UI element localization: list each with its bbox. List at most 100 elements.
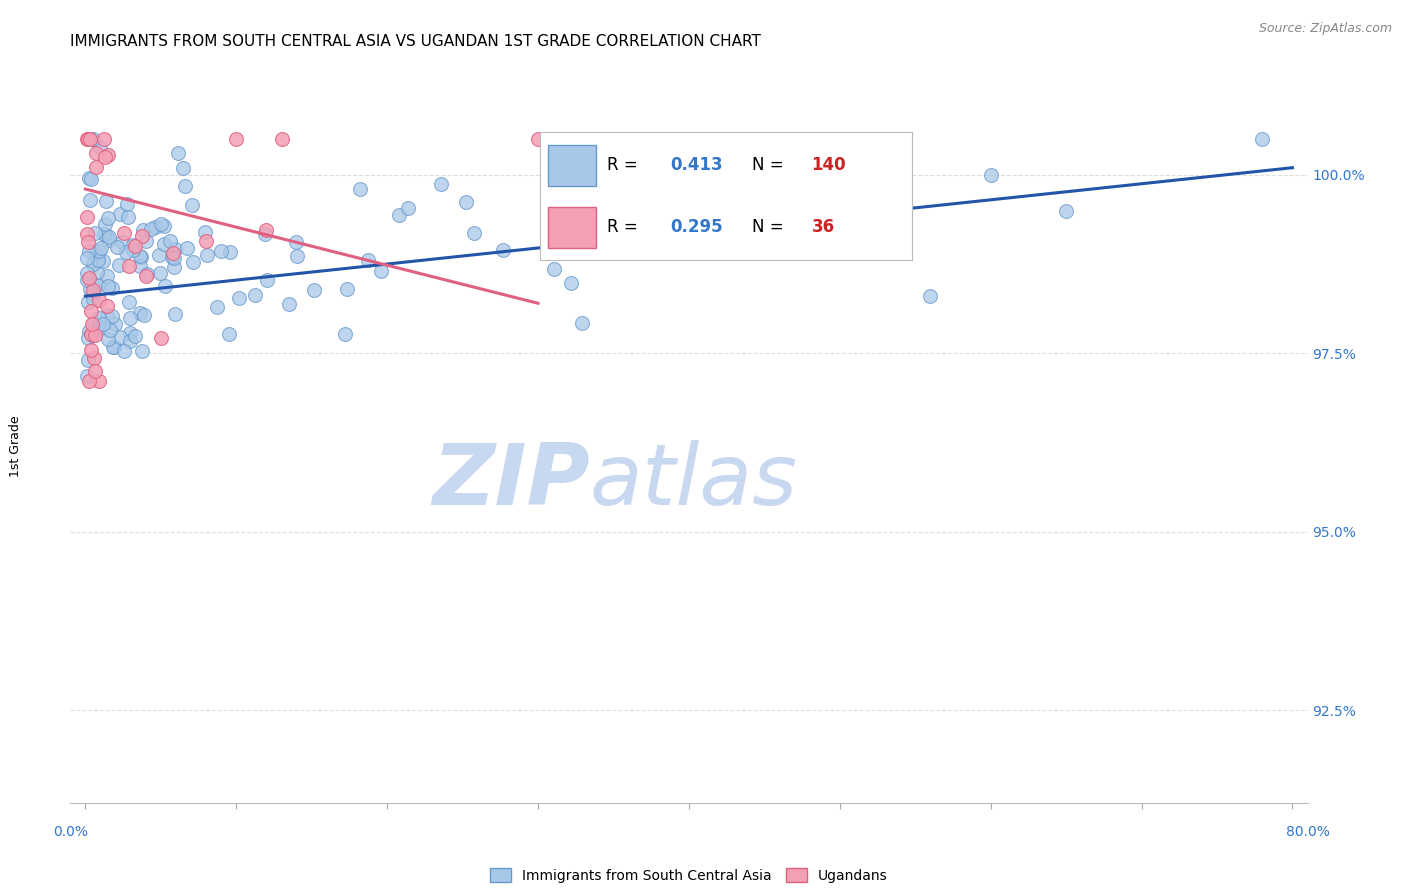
Point bbox=[1251, 132, 1274, 146]
FancyBboxPatch shape bbox=[548, 145, 596, 186]
Point bbox=[94, 218, 117, 232]
Point bbox=[96, 269, 118, 284]
Point bbox=[115, 197, 138, 211]
Point bbox=[149, 217, 172, 231]
Point bbox=[135, 269, 157, 284]
Point bbox=[98, 323, 121, 337]
Point bbox=[396, 201, 419, 215]
Point bbox=[83, 351, 105, 365]
Point bbox=[163, 307, 186, 321]
Point bbox=[121, 244, 143, 258]
Point bbox=[76, 132, 98, 146]
Point bbox=[153, 219, 176, 233]
Point bbox=[101, 340, 124, 354]
Text: 36: 36 bbox=[811, 218, 835, 236]
Point bbox=[118, 334, 141, 348]
Point bbox=[104, 317, 127, 331]
Text: IMMIGRANTS FROM SOUTH CENTRAL ASIA VS UGANDAN 1ST GRADE CORRELATION CHART: IMMIGRANTS FROM SOUTH CENTRAL ASIA VS UG… bbox=[70, 34, 761, 49]
Point bbox=[388, 208, 411, 222]
Point bbox=[79, 194, 101, 208]
Point bbox=[333, 326, 356, 341]
Text: R =: R = bbox=[607, 218, 644, 236]
Point bbox=[920, 289, 942, 303]
Point bbox=[195, 234, 218, 248]
Text: 0.295: 0.295 bbox=[671, 218, 723, 236]
Point bbox=[87, 252, 110, 267]
Point bbox=[124, 329, 146, 343]
Point bbox=[112, 344, 135, 359]
Point bbox=[163, 260, 186, 274]
Point bbox=[527, 132, 550, 146]
Point bbox=[463, 226, 485, 240]
Point bbox=[76, 251, 98, 265]
Point bbox=[124, 239, 146, 253]
Point bbox=[544, 187, 567, 202]
Point bbox=[110, 330, 132, 344]
Text: 140: 140 bbox=[811, 156, 846, 175]
Point bbox=[256, 273, 278, 287]
Point bbox=[97, 211, 120, 225]
Point bbox=[101, 280, 124, 294]
Point bbox=[218, 326, 240, 341]
Point bbox=[277, 296, 299, 310]
Point bbox=[86, 265, 108, 279]
Point bbox=[492, 244, 515, 258]
Point bbox=[84, 328, 107, 343]
Point bbox=[79, 324, 101, 338]
Point bbox=[195, 248, 218, 262]
Point bbox=[86, 146, 108, 161]
Point bbox=[581, 169, 603, 183]
Point bbox=[76, 352, 98, 367]
Point bbox=[131, 228, 153, 243]
Point bbox=[76, 266, 98, 280]
Point bbox=[139, 222, 162, 236]
Text: N =: N = bbox=[752, 218, 789, 236]
Point bbox=[285, 249, 308, 263]
Point bbox=[108, 258, 131, 272]
Point bbox=[454, 195, 477, 210]
Point bbox=[77, 331, 100, 345]
Point bbox=[77, 374, 100, 388]
Point bbox=[98, 230, 121, 244]
Point bbox=[96, 194, 118, 209]
Point bbox=[174, 178, 197, 193]
Point bbox=[678, 246, 700, 260]
Point bbox=[115, 245, 138, 260]
Legend: Immigrants from South Central Asia, Ugandans: Immigrants from South Central Asia, Ugan… bbox=[485, 863, 893, 888]
Point bbox=[108, 207, 131, 221]
Point bbox=[980, 168, 1002, 182]
Point bbox=[209, 244, 232, 258]
Point bbox=[569, 244, 592, 259]
Point bbox=[89, 293, 111, 307]
Point bbox=[103, 340, 125, 354]
Text: N =: N = bbox=[752, 156, 789, 175]
Point bbox=[799, 194, 821, 208]
Point bbox=[205, 300, 228, 314]
Point bbox=[77, 235, 100, 250]
Text: atlas: atlas bbox=[591, 440, 799, 524]
Point bbox=[87, 375, 110, 389]
Point bbox=[194, 225, 217, 239]
Point bbox=[285, 235, 308, 249]
Point bbox=[82, 257, 104, 271]
Point bbox=[167, 146, 190, 161]
Point bbox=[84, 247, 107, 261]
Point bbox=[370, 264, 392, 278]
Point bbox=[135, 267, 157, 281]
Point bbox=[357, 253, 380, 268]
Point bbox=[172, 161, 194, 175]
Point bbox=[77, 171, 100, 186]
Y-axis label: 1st Grade: 1st Grade bbox=[8, 415, 21, 477]
Point bbox=[271, 132, 294, 146]
Point bbox=[105, 239, 128, 253]
Point bbox=[256, 223, 278, 237]
Point bbox=[349, 182, 371, 196]
Point bbox=[336, 282, 359, 296]
Point bbox=[86, 252, 108, 267]
Text: 80.0%: 80.0% bbox=[1285, 825, 1330, 839]
Point bbox=[82, 283, 104, 297]
Point bbox=[228, 291, 250, 305]
Point bbox=[118, 294, 141, 309]
Point bbox=[148, 247, 170, 261]
Point bbox=[76, 369, 98, 384]
